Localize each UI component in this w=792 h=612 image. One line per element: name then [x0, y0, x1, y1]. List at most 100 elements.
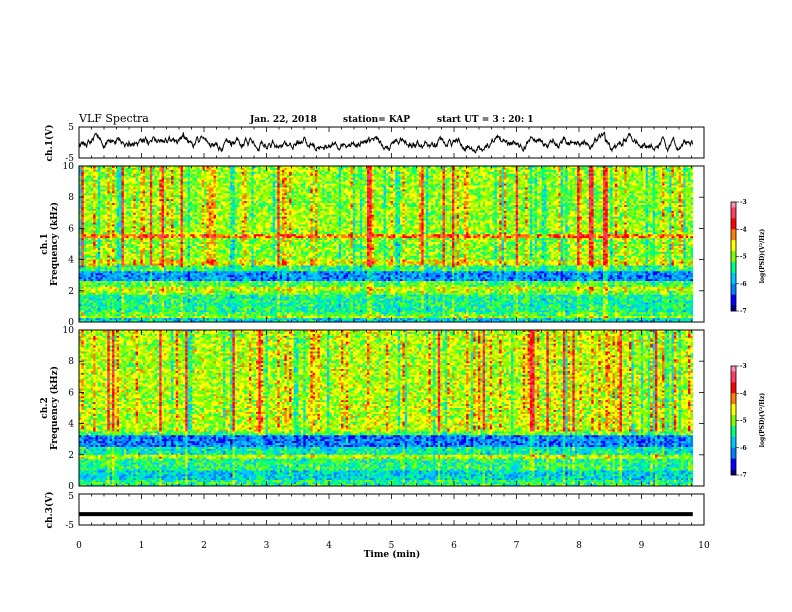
spectrogram-cell	[598, 175, 601, 178]
spectrogram-cell	[86, 201, 89, 204]
spectrogram-cell	[282, 166, 285, 169]
spectrogram-cell	[411, 171, 415, 175]
spectrogram-cell	[395, 189, 398, 192]
spectrogram-cell	[577, 187, 580, 190]
spectrogram-cell	[553, 191, 557, 194]
spectrogram-cell	[350, 195, 354, 198]
spectrogram-cell	[260, 183, 264, 186]
spectrogram-cell	[282, 189, 285, 192]
spectrogram-cell	[100, 189, 103, 192]
spectrogram-cell	[390, 201, 394, 204]
spectrogram-cell	[277, 177, 280, 180]
spectrogram-cell	[345, 181, 349, 184]
spectrogram-cell	[93, 179, 96, 182]
spectrogram-cell	[444, 173, 448, 177]
spectrogram-cell	[291, 191, 295, 194]
spectrogram-cell	[166, 171, 169, 175]
spectrogram-cell	[603, 195, 606, 198]
spectrogram-cell	[116, 177, 120, 180]
spectrogram-cell	[145, 173, 148, 177]
spectrogram-cell	[385, 191, 389, 194]
spectrogram-cell	[355, 201, 358, 204]
spectrogram-cell	[371, 189, 375, 192]
spectrogram-cell	[154, 187, 158, 190]
spectrogram-cell	[584, 197, 587, 200]
spectrogram-cell	[225, 185, 229, 188]
spectrogram-cell	[310, 173, 313, 177]
spectrogram-cell	[539, 195, 542, 198]
spectrogram-cell	[595, 185, 599, 188]
spectrogram-cell	[494, 187, 498, 190]
spectrogram-cell	[487, 201, 491, 204]
spectrogram-cell	[121, 175, 125, 178]
spectrogram-cell	[223, 169, 226, 173]
spectrogram-cell	[416, 175, 420, 178]
spectrogram-cell	[300, 189, 304, 192]
spectrogram-cell	[595, 189, 599, 192]
spectrogram-cell	[81, 195, 85, 198]
spectrogram-cell	[619, 173, 623, 177]
spectrogram-cell	[154, 179, 158, 182]
spectrogram-cell	[662, 185, 665, 188]
spectrogram-cell	[289, 193, 292, 196]
spectrogram-cell	[192, 199, 195, 202]
spectrogram-cell	[173, 195, 177, 198]
spectrogram-cell	[104, 195, 108, 198]
spectrogram-cell	[161, 179, 165, 182]
spectrogram-cell	[90, 189, 94, 192]
spectrogram-cell	[126, 191, 129, 194]
spectrogram-cell	[265, 181, 269, 184]
spectrogram-cell	[671, 177, 675, 180]
spectrogram-cell	[501, 201, 505, 204]
spectrogram-cell	[654, 175, 658, 178]
spectrogram-cell	[218, 191, 221, 194]
spectrogram-cell	[232, 193, 236, 196]
spectrogram-cell	[418, 181, 422, 184]
spectrogram-cell	[603, 183, 606, 186]
spectrogram-cell	[204, 167, 207, 171]
spectrogram-cell	[560, 166, 564, 169]
spectrogram-cell	[470, 199, 474, 202]
spectrogram-cell	[220, 191, 224, 194]
spectrogram-cell	[305, 187, 309, 190]
spectrogram-cell	[126, 171, 129, 175]
spectrogram-cell	[607, 195, 611, 198]
spectrogram-cell	[206, 195, 210, 198]
spectrogram-cell	[610, 199, 613, 202]
spectrogram-cell	[503, 201, 507, 204]
spectrogram-cell	[86, 187, 89, 190]
spectrogram-cell	[546, 173, 550, 177]
spectrogram-cell	[647, 197, 651, 200]
spectrogram-cell	[515, 169, 519, 173]
spectrogram-cell	[310, 179, 313, 182]
spectrogram-cell	[428, 171, 432, 175]
spectrogram-cell	[274, 185, 278, 188]
spectrogram-cell	[175, 185, 179, 188]
spectrogram-cell	[211, 169, 214, 173]
spectrogram-cell	[121, 195, 125, 198]
spectrogram-cell	[652, 167, 656, 171]
spectrogram-cell	[102, 181, 106, 184]
spectrogram-cell	[270, 193, 273, 196]
spectrogram-cell	[366, 171, 370, 175]
spectrogram-cell	[333, 169, 337, 173]
spectrogram-cell	[388, 179, 391, 182]
spectrogram-cell	[676, 169, 679, 173]
spectrogram-cell	[130, 175, 134, 178]
spectrogram-cell	[251, 199, 254, 202]
spectrogram-cell	[407, 183, 410, 186]
spectrogram-cell	[522, 177, 526, 180]
spectrogram-cell	[201, 173, 205, 177]
spectrogram-cell	[343, 177, 347, 180]
spectrogram-cell	[536, 191, 540, 194]
spectrogram-cell	[617, 183, 620, 186]
spectrogram-cell	[643, 171, 646, 175]
spectrogram-cell	[126, 189, 129, 192]
spectrogram-cell	[510, 171, 514, 175]
spectrogram-cell	[610, 181, 613, 184]
spectrogram-cell	[657, 177, 660, 180]
spectrogram-cell	[352, 181, 356, 184]
spectrogram-cell	[508, 167, 512, 171]
spectrogram-cell	[506, 175, 509, 178]
spectrogram-cell	[414, 177, 417, 180]
